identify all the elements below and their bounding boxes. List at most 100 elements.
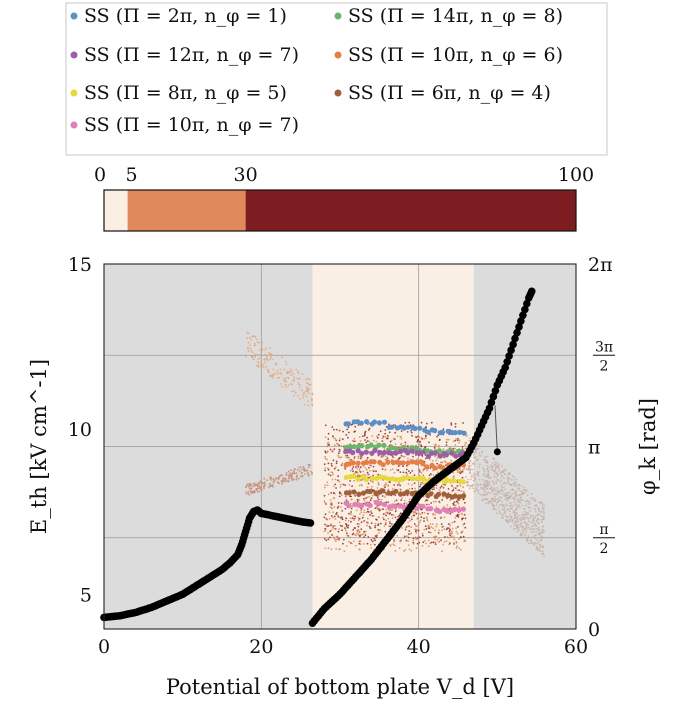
scatter-point <box>422 474 425 476</box>
scatter-point <box>502 469 504 472</box>
scatter-point <box>452 489 455 491</box>
scatter-point <box>477 447 480 450</box>
scatter-point <box>511 483 513 485</box>
scatter-point <box>263 477 266 480</box>
scatter-point <box>442 448 445 450</box>
scatter-point <box>399 540 402 543</box>
scatter-point <box>512 510 515 512</box>
scatter-point <box>542 510 545 512</box>
scatter-point <box>357 465 360 468</box>
scatter-point <box>354 534 356 536</box>
scatter-point <box>328 473 330 475</box>
phase-point <box>511 334 519 343</box>
scatter-point <box>454 439 457 442</box>
scatter-point <box>501 486 503 489</box>
scatter-point <box>302 396 305 399</box>
scatter-point <box>516 520 519 523</box>
scatter-point <box>497 498 500 501</box>
phase-point <box>485 404 494 413</box>
scatter-point <box>256 489 258 492</box>
scatter-point <box>541 503 544 506</box>
scatter-point <box>469 478 472 481</box>
scatter-point <box>538 522 540 525</box>
scatter-point <box>263 481 266 484</box>
scatter-point <box>287 377 290 379</box>
scatter-point <box>414 435 417 438</box>
scatter-point <box>459 471 462 473</box>
scatter-point <box>483 481 486 484</box>
scatter-point <box>541 528 543 531</box>
scatter-point <box>274 362 277 365</box>
scatter-point <box>511 496 514 499</box>
scatter-point <box>367 429 370 431</box>
scatter-point <box>532 535 535 537</box>
scatter-point <box>437 532 440 534</box>
scatter-point <box>420 481 422 484</box>
scatter-point <box>400 499 403 501</box>
scatter-point <box>292 478 294 481</box>
scatter-point <box>535 527 538 530</box>
scatter-point <box>329 530 332 533</box>
legend-item: SS (Π = 6π, n_φ = 4) <box>334 82 551 104</box>
scatter-point <box>345 517 348 520</box>
scatter-point <box>346 534 349 537</box>
ss-marker <box>405 450 411 456</box>
scatter-point <box>370 522 373 524</box>
scatter-point <box>490 468 493 471</box>
scatter-point <box>337 502 340 504</box>
scatter-point <box>327 532 329 534</box>
scatter-point <box>330 462 333 465</box>
threshold-point <box>306 519 315 527</box>
scatter-point <box>364 433 366 436</box>
scatter-point <box>452 471 454 474</box>
scatter-point <box>498 504 501 506</box>
ss-marker <box>367 488 373 495</box>
scatter-point <box>427 512 429 515</box>
scatter-point <box>351 468 354 470</box>
scatter-point <box>462 523 465 526</box>
scatter-point <box>251 351 254 354</box>
scatter-point <box>333 497 336 500</box>
scatter-point <box>330 492 333 494</box>
scatter-point <box>372 539 375 542</box>
scatter-point <box>436 435 438 438</box>
scatter-point <box>366 471 369 474</box>
scatter-point <box>371 494 374 497</box>
scatter-point <box>497 489 500 492</box>
scatter-point <box>369 527 372 530</box>
scatter-point <box>370 511 372 513</box>
scatter-point <box>323 463 326 466</box>
scatter-point <box>354 515 357 518</box>
scatter-point <box>397 515 400 518</box>
scatter-point <box>415 547 418 549</box>
scatter-point <box>543 555 545 558</box>
scatter-point <box>426 499 429 502</box>
scatter-point <box>420 472 423 474</box>
scatter-point <box>525 489 528 492</box>
scatter-point <box>499 496 502 498</box>
scatter-point <box>377 498 380 501</box>
scatter-point <box>378 531 380 534</box>
scatter-point <box>246 337 248 340</box>
ss-marker <box>382 475 388 481</box>
scatter-point <box>481 494 484 497</box>
scatter-point <box>542 529 545 532</box>
scatter-point <box>537 512 539 515</box>
scatter-point <box>518 487 520 490</box>
scatter-point <box>411 487 414 490</box>
scatter-point <box>306 382 308 385</box>
y-left-axis-label: E_th [kV cm^-1] <box>27 359 51 534</box>
scatter-point <box>449 506 452 509</box>
scatter-point <box>478 478 481 481</box>
scatter-point <box>467 478 469 481</box>
scatter-point <box>358 468 361 471</box>
scatter-point <box>250 349 253 352</box>
scatter-point <box>463 522 466 525</box>
scatter-point <box>347 436 349 439</box>
scatter-point <box>519 525 522 528</box>
colorbar-tick-label: 0 <box>94 164 106 186</box>
scatter-point <box>326 524 329 527</box>
scatter-point <box>383 485 386 487</box>
scatter-point <box>468 485 471 487</box>
scatter-point <box>522 526 525 529</box>
